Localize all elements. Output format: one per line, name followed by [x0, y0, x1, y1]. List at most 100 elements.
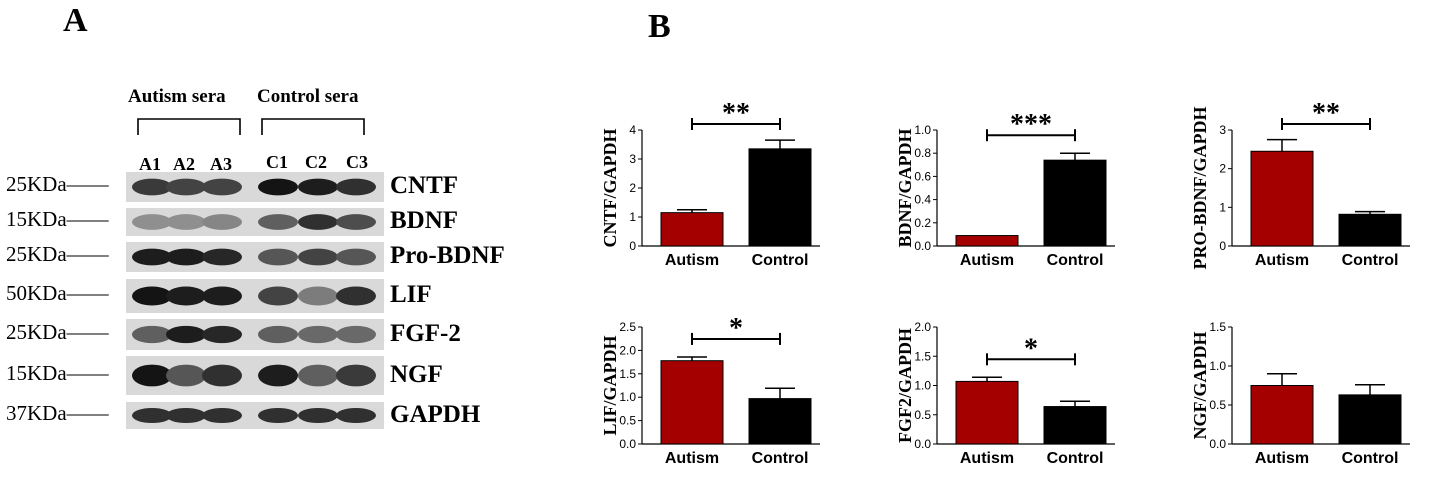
blot-band	[336, 325, 376, 344]
blot-band	[336, 178, 376, 196]
y-axis-label: LIF/GAPDH	[600, 335, 620, 435]
y-tick-label: 1.0	[914, 379, 931, 393]
protein-label: BDNF	[390, 207, 459, 234]
y-tick-label: 3	[629, 152, 636, 166]
y-tick-label: 1.5	[1209, 320, 1226, 334]
y-tick-label: 0.0	[914, 437, 931, 451]
significance-marker: *	[1024, 333, 1038, 364]
y-tick-label: 0.8	[914, 146, 931, 160]
y-tick-label: 1.5	[619, 367, 636, 381]
x-category-label: Autism	[1255, 450, 1309, 467]
blot-band	[336, 214, 376, 230]
blot-band	[202, 364, 242, 387]
blot-band	[258, 178, 298, 196]
blot-band	[298, 178, 338, 196]
y-tick-label: 1.0	[1209, 359, 1226, 373]
y-axis-label: PRO-BDNF/GAPDH	[1190, 107, 1210, 270]
blot-band	[132, 325, 172, 344]
chart-ngf: NGF/GAPDH 0.0 0.5 1.0 1.5 Autism Control	[1190, 310, 1420, 478]
y-tick-label: 0.0	[619, 437, 636, 451]
y-tick-label: 2	[629, 181, 636, 195]
blot-band	[298, 214, 338, 230]
x-category-label: Control	[752, 252, 809, 269]
blot-band	[166, 407, 206, 424]
x-category-label: Autism	[960, 252, 1014, 269]
blot-band	[336, 248, 376, 266]
blot-band	[132, 364, 172, 387]
x-category-label: Control	[1342, 450, 1399, 467]
protein-label: GAPDH	[390, 400, 481, 428]
y-axis-label: FGF2/GAPDH	[895, 328, 915, 443]
y-tick-label: 2	[1219, 162, 1226, 176]
blot-strip	[126, 172, 384, 202]
blot-strip	[126, 242, 384, 272]
x-category-label: Control	[1342, 252, 1399, 269]
blot-band	[298, 364, 338, 387]
lane-label-c3: C3	[346, 152, 368, 172]
blot-band	[202, 248, 242, 266]
blot-band	[258, 248, 298, 266]
blot-band	[298, 407, 338, 424]
y-tick-label: 2.0	[619, 343, 636, 357]
protein-label: NGF	[390, 360, 443, 388]
y-tick-label: 2.5	[619, 320, 636, 334]
kda-marker: 37KDa——	[6, 400, 109, 425]
bar-control	[1338, 394, 1402, 445]
western-blot-panel: Autism sera Control sera A1 A2 A3 C1 C2 …	[0, 0, 560, 478]
blot-band	[258, 325, 298, 344]
blot-band	[298, 248, 338, 266]
x-category-label: Control	[1047, 252, 1104, 269]
lane-label-c2: C2	[305, 152, 327, 172]
kda-marker: 25KDa——	[6, 242, 109, 266]
bar-autism	[955, 380, 1019, 445]
blot-band	[202, 178, 242, 196]
chart-cntf: CNTF/GAPDH 0 1 2 3 4 Autism Control **	[600, 60, 830, 280]
y-tick-label: 0.0	[914, 239, 931, 253]
group-brackets	[137, 118, 365, 135]
chart-fgf2: FGF2/GAPDH 0.0 0.5 1.0 1.5 2.0 Autism Control *	[895, 310, 1125, 478]
blot-band	[336, 286, 376, 306]
y-axis-label: NGF/GAPDH	[1190, 332, 1210, 440]
y-tick-label: 1	[629, 210, 636, 224]
blot-band	[258, 407, 298, 424]
lane-label-a2: A2	[173, 154, 195, 174]
blot-band	[202, 407, 242, 424]
kda-marker: 25KDa——	[6, 172, 109, 196]
y-tick-label: 0.5	[914, 408, 931, 422]
blot-band	[202, 325, 242, 344]
y-axis-label: CNTF/GAPDH	[600, 129, 620, 248]
blot-band	[166, 325, 206, 344]
blot-strip	[126, 279, 384, 313]
y-tick-label: 2.0	[914, 320, 931, 334]
y-tick-label: 1	[1219, 200, 1226, 214]
y-tick-label: 0.4	[914, 193, 931, 207]
y-tick-label: 0.2	[914, 216, 931, 230]
lane-label-a3: A3	[210, 154, 232, 174]
significance-marker: ***	[1010, 109, 1052, 140]
y-tick-label: 0	[1219, 239, 1226, 253]
y-tick-label: 3	[1219, 123, 1226, 137]
blot-band	[336, 407, 376, 424]
blot-band	[258, 364, 298, 387]
blot-band	[298, 325, 338, 344]
bar-control	[748, 148, 812, 247]
chart-lif: LIF/GAPDH 0.0 0.5 1.0 1.5 2.0 2.5 Autism Control…	[600, 310, 830, 478]
kda-marker: 15KDa——	[6, 360, 109, 385]
blot-band	[298, 286, 338, 306]
y-tick-label: 0.5	[619, 414, 636, 428]
y-tick-label: 0.5	[1209, 398, 1226, 412]
blot-strip	[126, 208, 384, 236]
y-axis-label: BDNF/GAPDH	[895, 129, 915, 248]
protein-label: FGF-2	[390, 319, 461, 347]
bar-control	[748, 398, 812, 445]
y-tick-label: 0	[629, 239, 636, 253]
y-tick-label: 1.0	[914, 123, 931, 137]
blot-band	[166, 286, 206, 306]
kda-marker: 50KDa——	[6, 281, 109, 305]
bracket-autism	[137, 118, 241, 135]
blot-band	[166, 248, 206, 266]
x-category-label: Autism	[665, 450, 719, 467]
x-category-label: Autism	[1255, 252, 1309, 269]
blot-band	[166, 178, 206, 196]
significance-marker: **	[1312, 98, 1340, 129]
